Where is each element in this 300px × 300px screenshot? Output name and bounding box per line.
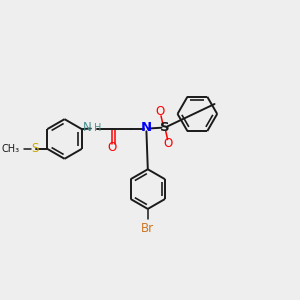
Text: Br: Br [141, 222, 154, 235]
Text: H: H [94, 123, 101, 133]
Text: S: S [160, 121, 169, 134]
Text: CH₃: CH₃ [2, 144, 20, 154]
Text: N: N [141, 121, 152, 134]
Text: S: S [31, 142, 39, 155]
Text: O: O [156, 105, 165, 118]
Text: O: O [107, 141, 117, 154]
Text: N: N [83, 122, 92, 134]
Text: O: O [164, 137, 173, 150]
